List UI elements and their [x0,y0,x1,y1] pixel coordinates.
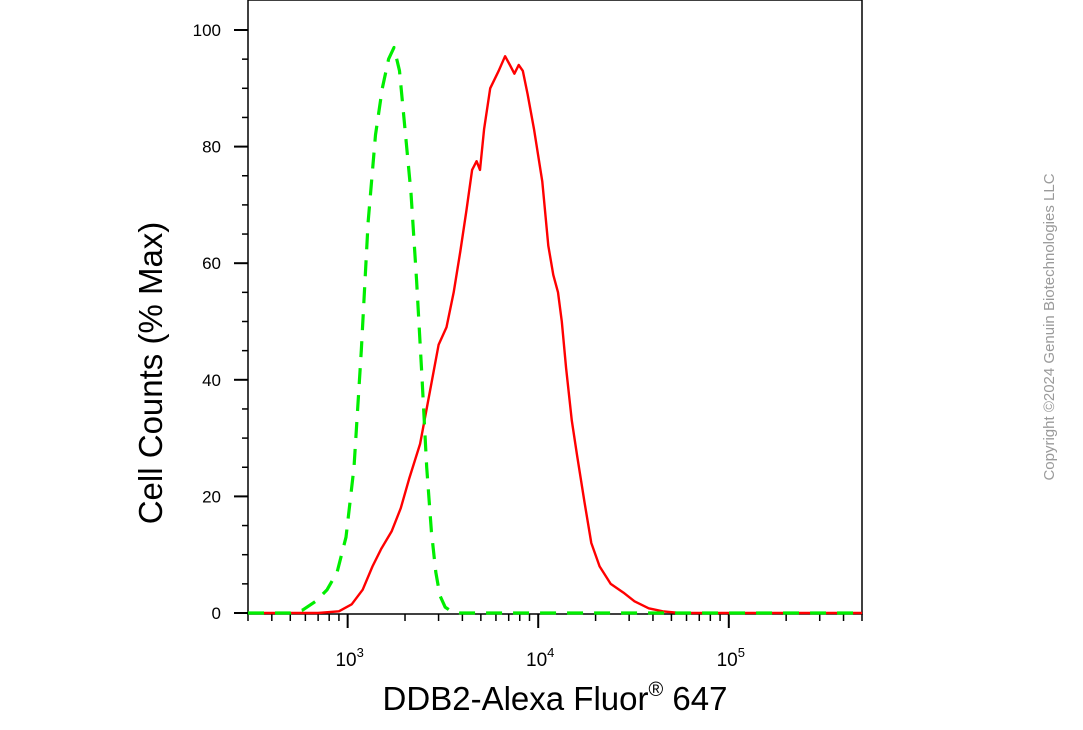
y-tick-label: 60 [202,254,221,273]
series-layer [248,45,862,615]
control-histogram-line [248,45,862,615]
plot-frame [247,0,863,615]
x-axis: 103 104 105 [247,614,863,671]
x-axis-label: DDB2-Alexa Fluor® 647 [383,679,728,717]
x-axis-label-superscript: ® [648,679,663,701]
y-axis-label: Cell Counts (% Max) [132,222,169,525]
copyright-watermark: Copyright ©2024 Genuin Biotechnologies L… [1041,173,1058,480]
x-tick-label-exponent: 4 [547,645,554,660]
y-tick-label: 100 [193,21,221,40]
sample-histogram-line [248,55,862,615]
y-tick-label: 0 [212,604,221,623]
y-tick-label: 80 [202,138,221,157]
x-tick-label: 104 [526,645,554,671]
x-tick-label: 105 [717,645,745,671]
x-tick-label-exponent: 5 [738,645,745,660]
x-tick-label-base: 10 [335,650,356,671]
x-axis-label-suffix: 647 [663,680,727,717]
x-tick-label-exponent: 3 [357,645,364,660]
y-tick-label: 20 [202,487,221,506]
y-axis: 0 20 40 60 80 100 [193,21,248,623]
x-axis-label-prefix: DDB2-Alexa Fluor [383,680,649,717]
x-tick-label-base: 10 [717,650,738,671]
x-tick-label: 103 [335,645,363,671]
x-tick-label-base: 10 [526,650,547,671]
y-tick-label: 40 [202,371,221,390]
